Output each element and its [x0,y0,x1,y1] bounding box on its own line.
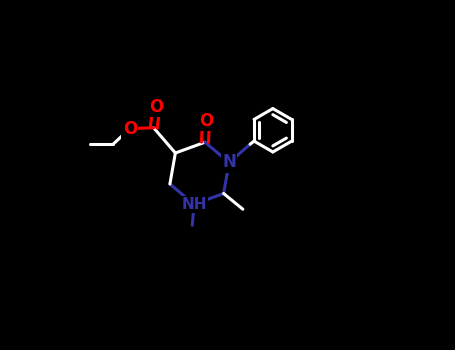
Text: N: N [222,154,236,172]
Text: O: O [149,98,164,116]
Text: NH: NH [181,197,207,212]
Text: O: O [123,119,137,138]
Text: O: O [199,112,213,130]
